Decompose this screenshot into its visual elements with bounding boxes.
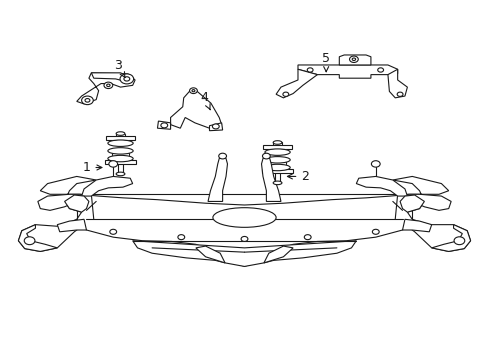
Polygon shape xyxy=(264,246,292,263)
Ellipse shape xyxy=(110,229,116,234)
Ellipse shape xyxy=(241,237,247,242)
Polygon shape xyxy=(91,73,132,82)
Polygon shape xyxy=(157,121,170,129)
Ellipse shape xyxy=(81,96,93,105)
Polygon shape xyxy=(297,65,397,78)
Text: 3: 3 xyxy=(114,59,125,77)
Text: 4: 4 xyxy=(200,91,210,110)
Polygon shape xyxy=(262,169,292,173)
Polygon shape xyxy=(19,176,469,266)
Text: 2: 2 xyxy=(287,170,308,183)
Ellipse shape xyxy=(351,58,355,60)
Polygon shape xyxy=(77,73,135,104)
Polygon shape xyxy=(261,157,281,202)
Ellipse shape xyxy=(108,156,133,162)
Ellipse shape xyxy=(161,123,167,128)
Ellipse shape xyxy=(262,153,270,159)
Ellipse shape xyxy=(306,68,312,72)
Ellipse shape xyxy=(372,229,378,234)
Text: 1: 1 xyxy=(82,161,102,174)
Polygon shape xyxy=(132,241,356,266)
Ellipse shape xyxy=(108,148,133,154)
Ellipse shape xyxy=(192,90,195,92)
Ellipse shape xyxy=(264,149,289,156)
Polygon shape xyxy=(38,194,81,210)
Ellipse shape xyxy=(85,99,90,102)
Polygon shape xyxy=(276,69,317,98)
Polygon shape xyxy=(209,123,222,131)
Polygon shape xyxy=(196,246,224,263)
Ellipse shape xyxy=(218,153,226,159)
Ellipse shape xyxy=(264,157,289,163)
Polygon shape xyxy=(64,195,89,212)
Ellipse shape xyxy=(304,235,310,240)
Ellipse shape xyxy=(24,237,35,245)
Polygon shape xyxy=(407,194,450,210)
Polygon shape xyxy=(339,55,370,65)
Ellipse shape xyxy=(120,74,133,84)
Ellipse shape xyxy=(453,237,464,245)
Ellipse shape xyxy=(116,132,124,135)
Ellipse shape xyxy=(396,92,402,96)
Ellipse shape xyxy=(106,84,110,87)
Polygon shape xyxy=(387,69,407,98)
Text: 5: 5 xyxy=(322,52,329,72)
Ellipse shape xyxy=(349,56,358,63)
Ellipse shape xyxy=(273,181,282,185)
Polygon shape xyxy=(207,157,227,202)
Ellipse shape xyxy=(116,172,124,176)
Polygon shape xyxy=(263,145,291,149)
Ellipse shape xyxy=(273,141,282,144)
Ellipse shape xyxy=(371,161,379,167)
Ellipse shape xyxy=(212,208,276,227)
Ellipse shape xyxy=(109,161,117,167)
Polygon shape xyxy=(57,219,86,232)
Ellipse shape xyxy=(212,124,219,129)
Polygon shape xyxy=(19,225,57,251)
Polygon shape xyxy=(170,91,221,128)
Ellipse shape xyxy=(108,140,133,147)
Polygon shape xyxy=(431,225,469,251)
Ellipse shape xyxy=(189,88,197,94)
Ellipse shape xyxy=(283,92,288,96)
Ellipse shape xyxy=(123,77,129,81)
Polygon shape xyxy=(106,136,135,140)
Polygon shape xyxy=(399,195,424,212)
Polygon shape xyxy=(105,160,136,164)
Polygon shape xyxy=(81,176,132,196)
Polygon shape xyxy=(356,176,407,196)
Polygon shape xyxy=(402,219,431,232)
Ellipse shape xyxy=(178,235,184,240)
Ellipse shape xyxy=(377,68,383,72)
Ellipse shape xyxy=(104,82,113,89)
Ellipse shape xyxy=(264,164,289,171)
